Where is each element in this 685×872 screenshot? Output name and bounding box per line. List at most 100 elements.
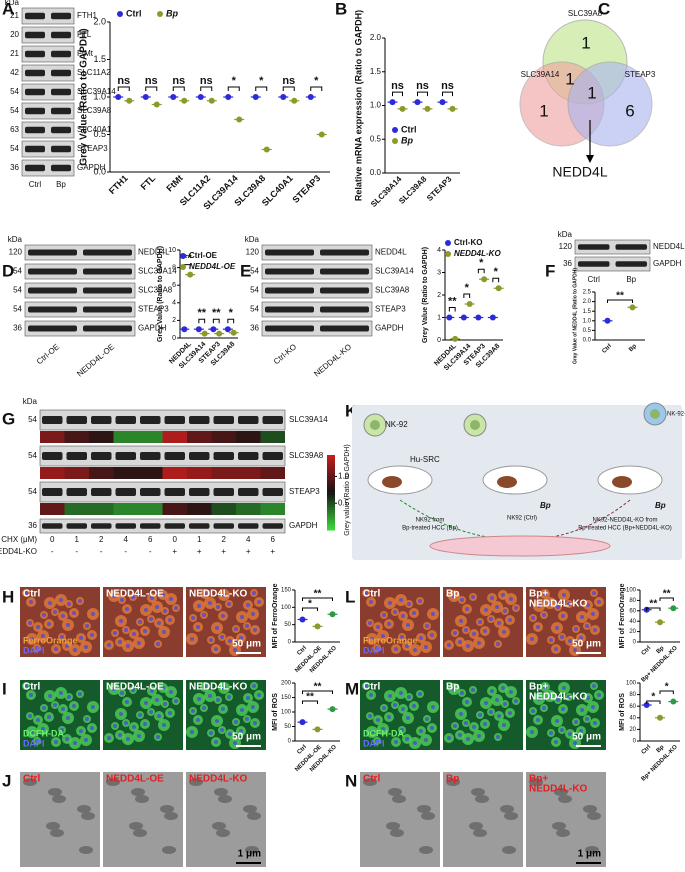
x-tick-label: SLC39A14 (369, 174, 404, 209)
blot-band (42, 452, 63, 460)
blot-band (83, 268, 132, 275)
data-point (230, 329, 237, 336)
organelle (131, 788, 145, 796)
colorbar-step (327, 455, 335, 458)
data-point (329, 706, 336, 713)
nucleus (368, 714, 372, 718)
lane-label: NEDD4L-KO (312, 342, 353, 378)
liver (612, 476, 632, 488)
blot-band (238, 452, 259, 460)
data-point (181, 326, 188, 333)
nucleus (405, 737, 409, 741)
protein-label: SLC39A14 (289, 415, 328, 424)
column-label: Bp+ (529, 682, 548, 693)
nucleus (508, 711, 512, 715)
sig-label: ns (416, 80, 429, 92)
sig-label: ns (391, 80, 404, 92)
blot-band (140, 452, 161, 460)
blot-band (115, 416, 136, 424)
x-tick-label: STEAP3 (291, 173, 323, 205)
nucleus (59, 598, 63, 602)
blot-band (115, 523, 136, 529)
blot-strip (574, 256, 651, 272)
nucleus (239, 636, 243, 640)
blot-band (238, 523, 259, 529)
protein-label: SLC39A8 (138, 286, 173, 295)
nucleus (393, 703, 397, 707)
marker-label: 54 (250, 286, 259, 295)
marker-label: 36 (250, 324, 259, 333)
data-point (307, 94, 314, 100)
x-tick-label: Bp (656, 744, 666, 754)
nucleus (419, 729, 423, 733)
column-label: Bp (446, 682, 459, 693)
diagram-label: Bp-treated HCC (Bp) (402, 526, 458, 532)
nucleus (125, 607, 129, 611)
stain-label: FerroOrange (23, 635, 78, 645)
nucleus (447, 736, 451, 740)
y-tick-label: 2.0 (370, 33, 382, 42)
unit-label: kDa (245, 235, 260, 244)
colorbar-step (327, 475, 335, 478)
blot-band (51, 164, 71, 172)
marker-label: 54 (10, 106, 19, 115)
organelle (77, 805, 91, 813)
nucleus (579, 636, 583, 640)
colorbar-step (327, 517, 335, 521)
nucleus (66, 716, 70, 720)
organelle (129, 822, 143, 830)
y-tick-label: 0 (633, 739, 637, 745)
nucleus (203, 685, 207, 689)
nucleus (536, 718, 540, 722)
legend-marker (117, 11, 123, 17)
heatmap-cell (40, 467, 65, 479)
colorbar-step (327, 460, 335, 463)
sig-bracket (659, 597, 674, 601)
column-label: Ctrl (23, 682, 40, 693)
data-point (414, 99, 421, 106)
nucleus (466, 644, 470, 648)
nucleus (514, 606, 518, 610)
nucleus (375, 646, 379, 650)
unit-label: kDa (558, 230, 573, 239)
data-point (225, 94, 232, 100)
legend-label: Ctrl (126, 8, 142, 18)
data-point (187, 271, 194, 278)
blot-band (265, 268, 314, 275)
colorbar-step (327, 507, 335, 511)
nucleus (419, 636, 423, 640)
organelle (552, 822, 566, 830)
condition-value: 0 (50, 535, 55, 544)
y-tick-label: 0.0 (93, 166, 106, 176)
nucleus (215, 719, 219, 723)
blot-band (238, 416, 259, 424)
blot-strip (261, 301, 373, 318)
nucleus (573, 648, 577, 652)
result-label: NEDD4L (552, 164, 607, 180)
blot-band (25, 69, 45, 77)
blot-band (262, 452, 283, 460)
organelle (446, 778, 460, 786)
nucleus (220, 728, 224, 732)
protein-label: GAPDH (653, 259, 682, 268)
sig-bracket (282, 86, 295, 91)
cell-core (470, 420, 480, 430)
sig-label: ns (441, 80, 454, 92)
nucleus (591, 612, 595, 616)
nucleus (560, 635, 564, 639)
nucleus (107, 736, 111, 740)
organelle (473, 829, 487, 837)
nucleus (54, 740, 58, 744)
nucleus (28, 714, 32, 718)
blot-band (66, 523, 87, 529)
nucleus (197, 697, 201, 701)
nucleus (150, 689, 154, 693)
y-tick-label: 40 (629, 715, 636, 721)
heatmap-cell (138, 467, 163, 479)
nucleus (459, 712, 463, 716)
nucleus (562, 686, 566, 690)
sig-bracket (607, 299, 633, 303)
nucleus (405, 644, 409, 648)
marker-label: 54 (28, 415, 37, 424)
y-tick-label: 3 (437, 269, 441, 276)
